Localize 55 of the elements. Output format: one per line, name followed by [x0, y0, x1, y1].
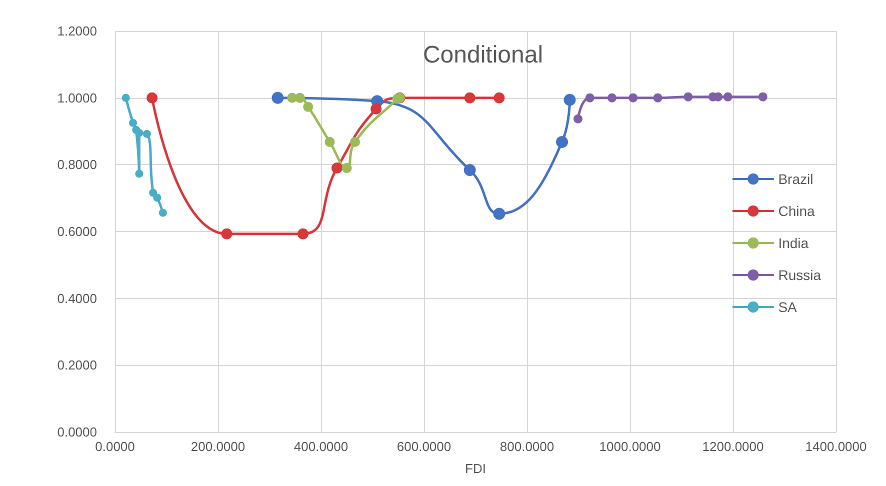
point [303, 102, 314, 112]
legend-label: China [778, 203, 815, 219]
y-tick-label: 0.0000 [57, 424, 97, 440]
point [653, 93, 662, 102]
legend-label: Brazil [778, 171, 814, 187]
point [149, 188, 158, 197]
point [607, 93, 616, 102]
y-tick-label: 1.2000 [57, 24, 97, 38]
point [684, 92, 693, 102]
y-tick-label: 1.0000 [57, 90, 97, 106]
x-tick-label: 0.0000 [95, 439, 135, 454]
point [153, 194, 162, 202]
point [158, 208, 167, 217]
x-tick-label: 600.0000 [396, 439, 452, 454]
point [221, 228, 232, 240]
x-tick-label: 400.0000 [294, 439, 348, 454]
x-tick-label: 200.0000 [190, 439, 246, 454]
point [758, 92, 768, 102]
point [122, 94, 130, 102]
x-tick-label: 1200.0000 [702, 439, 764, 454]
point [294, 92, 305, 103]
point [628, 93, 638, 102]
legend-label: SA [778, 299, 798, 315]
point [723, 92, 732, 102]
legend-label: Russia [778, 267, 822, 283]
point [342, 163, 352, 174]
x-axis-title: FDI [465, 461, 486, 476]
point [135, 170, 144, 178]
point [324, 136, 335, 147]
point [146, 92, 158, 104]
legend-label: India [778, 235, 809, 251]
y-tick-label: 0.2000 [57, 358, 97, 373]
x-tick-label: 1400.0000 [805, 439, 867, 454]
y-tick-label: 0.8000 [57, 157, 97, 172]
point [272, 92, 284, 104]
point [370, 103, 382, 114]
point [573, 114, 582, 124]
point [135, 128, 144, 137]
point [493, 208, 506, 220]
point [142, 130, 151, 138]
y-tick-label: 0.6000 [57, 224, 97, 239]
point [464, 92, 476, 104]
point [129, 118, 138, 127]
point [564, 94, 576, 106]
point [331, 162, 342, 174]
x-tick-label: 1000.0000 [599, 439, 661, 454]
point [464, 164, 476, 176]
point [494, 92, 505, 104]
x-tick-label: 800.0000 [500, 439, 554, 454]
point [350, 136, 360, 147]
point [297, 228, 308, 240]
point [585, 93, 594, 102]
chart-title: Conditional [422, 42, 544, 68]
point [556, 136, 568, 148]
y-tick-label: 0.4000 [57, 290, 97, 306]
